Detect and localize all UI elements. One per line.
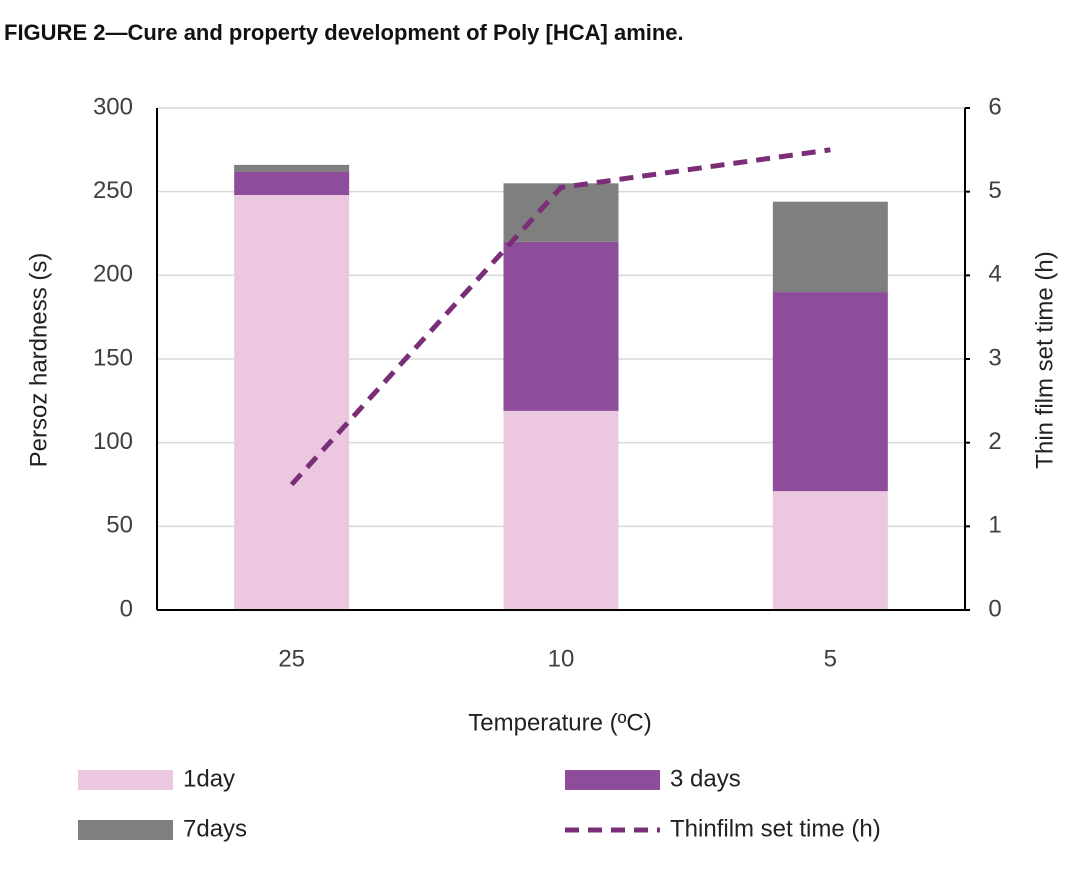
y-axis-title: Persoz hardness (s): [25, 253, 52, 468]
x-tick-label: 10: [548, 645, 575, 672]
y2-tick-label: 2: [988, 428, 1001, 455]
x-axis-title: Temperature (ºC): [468, 709, 651, 736]
y2-axis-title: Thin film set time (h): [1031, 251, 1058, 468]
chart-title: FIGURE 2—Cure and property development o…: [4, 20, 684, 45]
y-tick-label: 150: [93, 344, 133, 371]
y2-tick-label: 4: [988, 261, 1001, 288]
bar-segment: [503, 183, 619, 242]
y-tick-label: 300: [93, 93, 133, 120]
bar-segment: [503, 241, 619, 411]
y-tick-label: 50: [106, 512, 133, 539]
y-tick-label: 0: [120, 595, 133, 622]
legend-swatch: [78, 770, 173, 790]
bar-segment: [234, 164, 350, 172]
legend-label: 3 days: [670, 765, 741, 792]
y2-tick-label: 3: [988, 344, 1001, 371]
bar-segment: [772, 491, 888, 610]
y2-tick-label: 1: [988, 512, 1001, 539]
legend-label: 7days: [183, 815, 247, 842]
x-tick-label: 25: [278, 645, 305, 672]
legend-swatch: [565, 770, 660, 790]
y2-tick-label: 6: [988, 93, 1001, 120]
bar-segment: [234, 195, 350, 610]
legend-label: Thinfilm set time (h): [670, 815, 881, 842]
y2-tick-label: 0: [988, 595, 1001, 622]
x-tick-label: 5: [824, 645, 837, 672]
bar-segment: [503, 410, 619, 610]
y2-tick-label: 5: [988, 177, 1001, 204]
bar-segment: [772, 201, 888, 293]
legend-swatch: [78, 820, 173, 840]
line-series: [289, 147, 831, 487]
legend-label: 1day: [183, 765, 235, 792]
y-tick-label: 250: [93, 177, 133, 204]
bar-segment: [234, 171, 350, 196]
bar-segment: [772, 292, 888, 492]
y-tick-label: 200: [93, 261, 133, 288]
y-tick-label: 100: [93, 428, 133, 455]
